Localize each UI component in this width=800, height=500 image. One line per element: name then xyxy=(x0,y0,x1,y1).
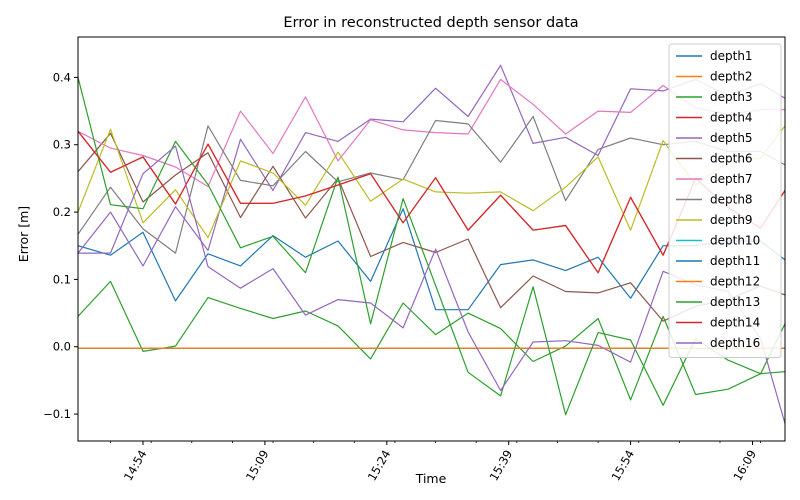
legend-label-depth1: depth1 xyxy=(710,49,753,63)
legend-label-depth2: depth2 xyxy=(710,70,753,84)
y-tick-label: 0.2 xyxy=(53,205,71,219)
legend-label-depth11: depth11 xyxy=(710,254,760,268)
plot-frame xyxy=(77,36,786,442)
legend-label-depth3: depth3 xyxy=(710,90,753,104)
legend-label-depth16: depth16 xyxy=(710,336,760,350)
y-tick-label: 0.1 xyxy=(53,272,71,286)
legend-label-depth5: depth5 xyxy=(710,131,753,145)
legend: depth1 depth2 depth3 depth4 depth5 depth6 dept… xyxy=(668,43,782,358)
legend-label-depth12: depth12 xyxy=(710,275,760,289)
series-line-depth13 xyxy=(78,77,785,416)
legend-label-depth8: depth8 xyxy=(710,193,753,207)
legend-box xyxy=(668,43,782,358)
legend-label-depth13: depth13 xyxy=(710,295,760,309)
legend-label-depth4: depth4 xyxy=(710,111,753,125)
x-axis-label: Time xyxy=(415,471,447,486)
chart-title: Error in reconstructed depth sensor data xyxy=(283,15,578,31)
y-tick-label: 0.0 xyxy=(53,340,71,354)
y-tick-label: 0.4 xyxy=(53,70,71,84)
legend-label-depth6: depth6 xyxy=(710,152,753,166)
y-axis-label: Error [m] xyxy=(16,206,31,262)
legend-label-depth7: depth7 xyxy=(710,172,753,186)
legend-label-depth10: depth10 xyxy=(710,234,760,248)
y-tick-label: −0.1 xyxy=(43,407,71,421)
y-axis: −0.1 0.0 0.1 0.2 0.3 0.4 xyxy=(43,70,78,421)
y-tick-label: 0.3 xyxy=(53,138,71,152)
legend-label-depth9: depth9 xyxy=(710,213,753,227)
legend-label-depth14: depth14 xyxy=(710,316,760,330)
